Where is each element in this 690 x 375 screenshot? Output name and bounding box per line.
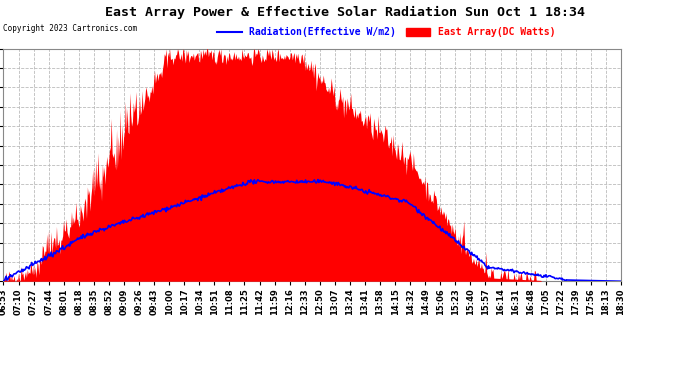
Text: Copyright 2023 Cartronics.com: Copyright 2023 Cartronics.com (3, 24, 137, 33)
Legend: Radiation(Effective W/m2), East Array(DC Watts): Radiation(Effective W/m2), East Array(DC… (213, 23, 560, 41)
Text: East Array Power & Effective Solar Radiation Sun Oct 1 18:34: East Array Power & Effective Solar Radia… (105, 6, 585, 19)
